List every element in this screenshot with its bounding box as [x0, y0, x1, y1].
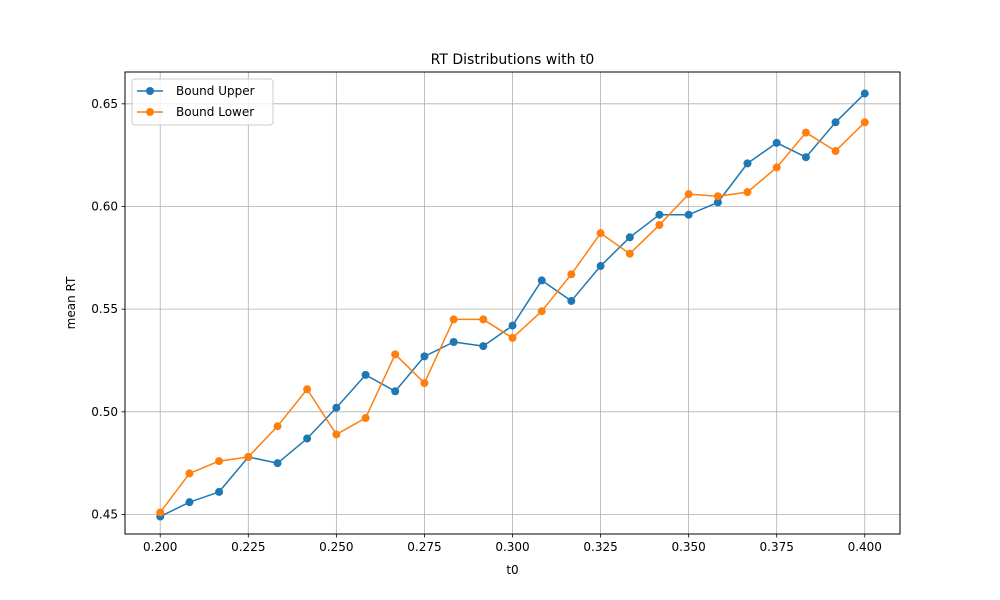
x-tick-label: 0.250 [319, 540, 353, 554]
data-point-bound-lower [156, 508, 165, 517]
legend-swatch-marker [146, 108, 154, 116]
x-tick-label: 0.200 [143, 540, 177, 554]
x-tick-label: 0.225 [231, 540, 265, 554]
data-point-bound-lower [625, 249, 634, 258]
data-point-bound-lower [713, 192, 722, 201]
data-point-bound-upper [273, 459, 282, 468]
x-tick-label: 0.350 [671, 540, 705, 554]
data-point-bound-upper [684, 210, 693, 219]
data-point-bound-lower [508, 333, 517, 342]
data-point-bound-lower [831, 147, 840, 156]
data-point-bound-upper [185, 498, 194, 507]
data-point-bound-upper [449, 338, 458, 347]
data-point-bound-upper [361, 370, 370, 379]
data-point-bound-upper [655, 210, 664, 219]
x-axis-label: t0 [506, 563, 518, 577]
data-point-bound-lower [420, 379, 429, 388]
data-point-bound-upper [391, 387, 400, 396]
data-point-bound-lower [449, 315, 458, 324]
series-bound-lower [156, 118, 869, 517]
y-tick-label: 0.45 [91, 507, 118, 521]
data-point-bound-upper [860, 89, 869, 98]
y-tick-label: 0.60 [91, 199, 118, 213]
data-point-bound-lower [215, 457, 224, 466]
x-tick-label: 0.400 [848, 540, 882, 554]
data-point-bound-lower [361, 413, 370, 422]
y-tick-label: 0.50 [91, 405, 118, 419]
data-point-bound-upper [420, 352, 429, 361]
data-point-bound-upper [596, 262, 605, 271]
data-point-bound-lower [596, 229, 605, 238]
data-point-bound-lower [479, 315, 488, 324]
data-point-bound-upper [332, 403, 341, 412]
data-point-bound-upper [713, 198, 722, 207]
y-tick-label: 0.55 [91, 302, 118, 316]
data-point-bound-lower [185, 469, 194, 478]
data-point-bound-lower [537, 307, 546, 316]
legend-label: Bound Lower [176, 105, 254, 119]
legend-box [131, 78, 274, 126]
data-point-bound-lower [655, 220, 664, 229]
data-point-bound-upper [801, 153, 810, 162]
x-tick-label: 0.275 [407, 540, 441, 554]
data-point-bound-upper [743, 159, 752, 168]
legend: Bound Upper Bound Lower [131, 78, 274, 126]
x-tick-label: 0.375 [760, 540, 794, 554]
data-point-bound-lower [684, 190, 693, 199]
data-point-bound-lower [567, 270, 576, 279]
legend-label: Bound Upper [176, 84, 255, 98]
legend-item-bound-upper: Bound Upper [137, 84, 255, 98]
data-point-bound-upper [567, 296, 576, 305]
data-point-bound-lower [860, 118, 869, 127]
legend-swatch-marker [146, 87, 154, 95]
plot-series [156, 89, 869, 521]
data-point-bound-lower [303, 385, 312, 394]
data-point-bound-upper [215, 487, 224, 496]
data-point-bound-upper [479, 342, 488, 351]
x-tick-label: 0.325 [583, 540, 617, 554]
chart-title: RT Distributions with t0 [431, 52, 595, 68]
y-axis-label: mean RT [64, 276, 78, 329]
data-point-bound-lower [273, 422, 282, 431]
data-point-bound-upper [508, 321, 517, 330]
data-point-bound-lower [391, 350, 400, 359]
data-point-bound-lower [772, 163, 781, 172]
axis-ticks: 0.200 0.225 0.250 0.275 0.300 0.325 0.350 0.375… [91, 97, 882, 554]
data-point-bound-lower [332, 430, 341, 439]
data-point-bound-upper [303, 434, 312, 443]
legend-item-bound-lower: Bound Lower [137, 105, 254, 119]
y-tick-label: 0.65 [91, 97, 118, 111]
data-point-bound-upper [772, 138, 781, 147]
data-point-bound-upper [537, 276, 546, 285]
data-point-bound-upper [625, 233, 634, 242]
grid [125, 72, 900, 534]
x-tick-label: 0.300 [495, 540, 529, 554]
data-point-bound-lower [743, 188, 752, 197]
data-point-bound-lower [801, 128, 810, 137]
data-point-bound-upper [831, 118, 840, 127]
data-point-bound-lower [244, 453, 253, 461]
